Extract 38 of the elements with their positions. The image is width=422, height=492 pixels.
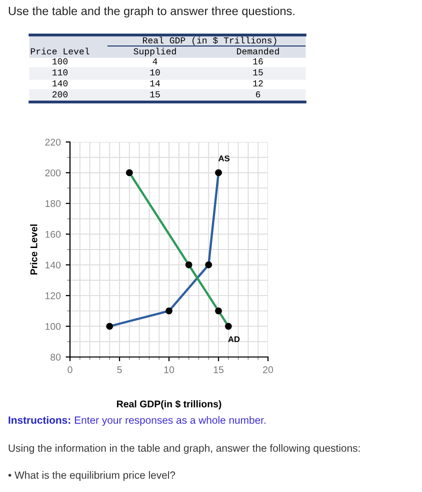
x-tick-label: 20 [263, 366, 274, 374]
text: Use the table and the graph to answer three questions. [8, 6, 294, 18]
text: 6 [256, 91, 260, 98]
y-axis-title: Price Level [30, 224, 38, 275]
text: Supplied [134, 48, 176, 56]
x-tick-label: 15 [214, 366, 224, 374]
text: 14 [150, 80, 160, 86]
text: Enter your responses as a whole number. [74, 416, 266, 426]
text: Demanded [237, 48, 279, 54]
text: 4 [152, 58, 158, 64]
x-tick-label: 0 [68, 366, 72, 374]
text: 140 [52, 80, 68, 86]
y-tick-label: 120 [45, 292, 61, 300]
series-label: AS [218, 155, 230, 162]
text: 10 [150, 69, 160, 76]
text: 15 [150, 91, 160, 98]
text: Using the information in the table and graph, answer the following questions: [8, 444, 360, 454]
y-tick-label: 80 [50, 354, 61, 361]
y-tick-label: 160 [45, 230, 61, 238]
y-tick-label: 200 [45, 169, 61, 176]
y-tick-label: 180 [45, 200, 61, 208]
y-tick-label: 140 [45, 262, 61, 268]
x-tick-label: 5 [117, 366, 122, 374]
text: 12 [253, 80, 263, 86]
y-tick-label: 100 [45, 323, 61, 330]
text: 200 [52, 91, 68, 98]
text: • What is the equilibrium price level? [8, 471, 176, 481]
text: 110 [52, 69, 68, 76]
x-tick-label: 10 [164, 366, 174, 374]
y-tick-label: 220 [45, 138, 61, 146]
text: 16 [253, 58, 263, 64]
text: Instructions: [8, 416, 70, 424]
text: 100 [52, 58, 68, 64]
text: Price Level [30, 48, 90, 54]
x-axis-title: Real GDP(in $ trillions) [116, 400, 222, 410]
text: Real GDP (in $ Trillions) [142, 36, 276, 46]
series-label: AD [228, 336, 240, 342]
text: 15 [253, 69, 263, 76]
